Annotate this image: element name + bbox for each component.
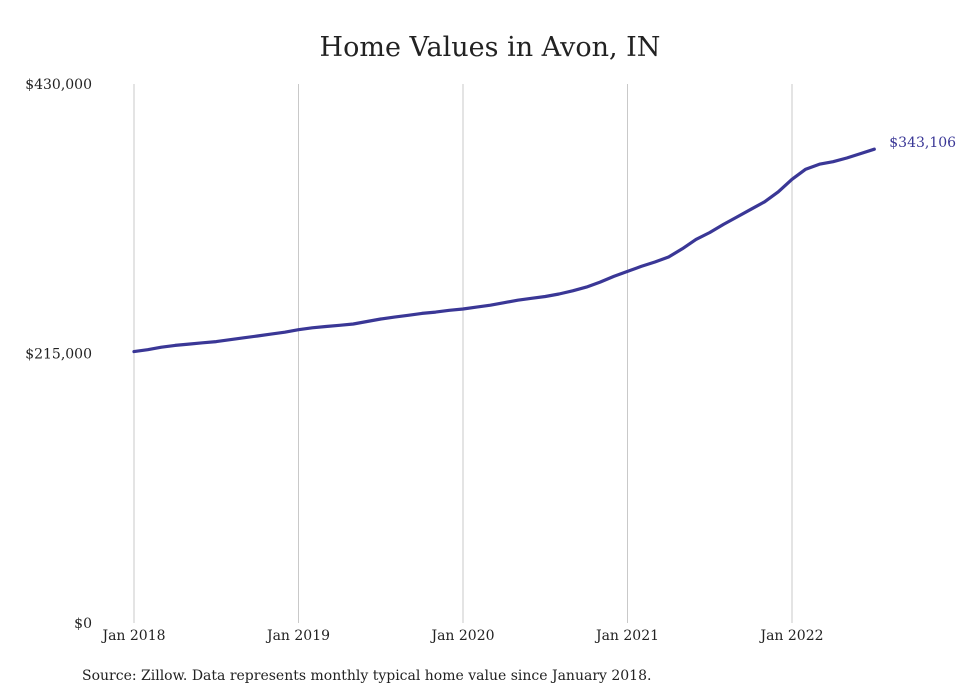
gridlines bbox=[133, 84, 793, 623]
source-note: Source: Zillow. Data represents monthly … bbox=[82, 668, 652, 684]
line-chart: $0$215,000$430,000 Jan 2018 Jan 2019 Jan 2… bbox=[25, 77, 956, 644]
x-tick-label: Jan 2021 bbox=[594, 628, 659, 644]
end-value-label: $343,106 bbox=[889, 135, 956, 151]
x-tick-label: Jan 2018 bbox=[100, 628, 165, 644]
y-tick-label: $215,000 bbox=[25, 347, 92, 363]
y-tick-label: $0 bbox=[74, 616, 92, 632]
x-tick-label: Jan 2022 bbox=[758, 628, 823, 644]
series-line bbox=[132, 147, 876, 354]
chart-title: Home Values in Avon, IN bbox=[319, 32, 661, 63]
y-axis-ticks: $0 $215,000 $430,000 bbox=[25, 77, 92, 632]
y-tick-label: $430,000 bbox=[25, 77, 92, 93]
x-tick-label: Jan 2019 bbox=[265, 628, 330, 644]
x-axis-ticks: Jan 2018 Jan 2019 Jan 2020 Jan 2021 Jan 2022 bbox=[100, 628, 823, 644]
x-tick-label: Jan 2020 bbox=[429, 628, 494, 644]
